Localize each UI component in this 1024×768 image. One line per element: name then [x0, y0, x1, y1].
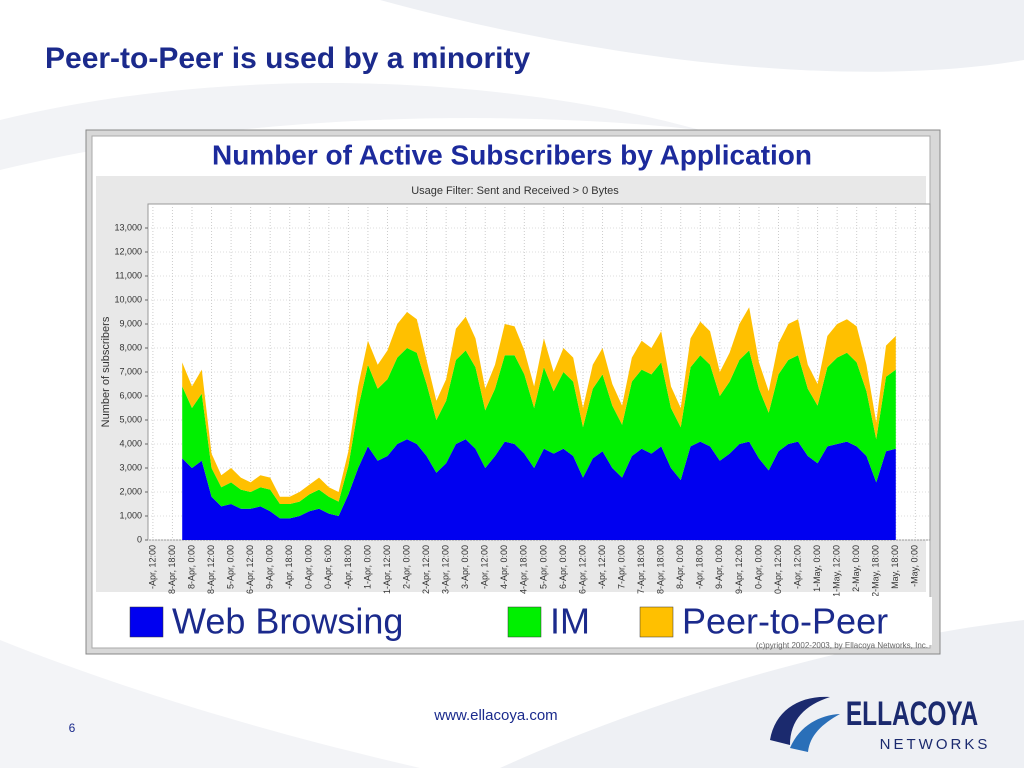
- logo-subtext: NETWORKS: [880, 736, 991, 753]
- x-tick-label: 3-Apr, 0:00: [460, 545, 470, 589]
- y-tick-label: 3,000: [119, 462, 142, 472]
- x-tick-label: 8-Apr, 0:00: [186, 545, 196, 589]
- y-tick-label: 11,000: [115, 270, 142, 280]
- x-tick-label: 7-Apr, 18:00: [636, 545, 646, 594]
- x-tick-label: 9-Apr, 0:00: [265, 545, 275, 589]
- legend-label: Peer-to-Peer: [682, 601, 888, 642]
- legend-label: IM: [550, 601, 590, 642]
- x-tick-label: 9-Apr, 0:00: [714, 545, 724, 589]
- x-tick-label: 3-Apr, 12:00: [441, 545, 451, 594]
- x-tick-label: -Apr, 12:00: [147, 545, 157, 589]
- y-tick-label: 2,000: [119, 486, 142, 496]
- x-tick-label: 0-Apr, 12:00: [773, 545, 783, 594]
- y-axis-label: Number of subscribers: [100, 316, 112, 427]
- legend: Web Browsing IM Peer-to-Peer: [129, 601, 888, 642]
- slide-title: Peer-to-Peer is used by a minority: [45, 42, 530, 75]
- x-tick-label: 8-Apr, 18:00: [656, 545, 666, 594]
- x-tick-label: -Apr, 12:00: [480, 545, 490, 589]
- y-tick-label: 6,000: [119, 390, 142, 400]
- x-tick-label: 4-Apr, 0:00: [499, 545, 509, 589]
- x-tick-label: -May, 0:00: [910, 545, 920, 587]
- plot: [145, 204, 930, 541]
- footer-url: www.ellacoya.com: [433, 707, 557, 724]
- legend-swatch: [639, 606, 674, 638]
- x-tick-label: 4-Apr, 18:00: [519, 545, 529, 594]
- x-tick-label: -Apr, 18:00: [284, 545, 294, 589]
- x-tick-label: 1-Apr, 12:00: [382, 545, 392, 594]
- x-tick-label: 7-Apr, 0:00: [616, 545, 626, 589]
- legend-swatch: [507, 606, 542, 638]
- x-tick-label: May, 18:00: [890, 545, 900, 589]
- chart-subtitle: Usage Filter: Sent and Received > 0 Byte…: [411, 185, 619, 197]
- area: [182, 439, 896, 540]
- x-tick-label: 1-Apr, 0:00: [362, 545, 372, 589]
- legend-swatch: [129, 606, 164, 638]
- legend-label: Web Browsing: [172, 601, 403, 642]
- x-tick-label: 1-May, 12:00: [832, 545, 842, 597]
- x-tick-label: 2-Apr, 12:00: [421, 545, 431, 594]
- y-tick-label: 4,000: [119, 438, 142, 448]
- y-tick-label: 0: [137, 534, 142, 544]
- x-tick-label: 2-May, 18:00: [871, 545, 881, 597]
- logo-swoosh: [770, 696, 830, 745]
- logo-swoosh: [790, 714, 840, 752]
- y-tick-label: 8,000: [119, 342, 142, 352]
- x-tick-label: 6-Apr, 12:00: [577, 545, 587, 594]
- y-tick-label: 12,000: [114, 246, 142, 256]
- chart-title: Number of Active Subscribers by Applicat…: [212, 139, 812, 170]
- x-tick-label: 2-Apr, 0:00: [401, 545, 411, 589]
- page-number: 6: [69, 721, 76, 735]
- area: [182, 348, 896, 519]
- x-tick-label: -Apr, 18:00: [695, 545, 705, 589]
- area: [182, 307, 896, 504]
- x-tick-label: 8-Apr, 12:00: [206, 545, 216, 594]
- x-tick-label: 5-Apr, 0:00: [538, 545, 548, 589]
- x-tick-label: 1-May, 0:00: [812, 545, 822, 592]
- y-tick-label: 1,000: [119, 510, 142, 520]
- x-tick-label: -Apr, 18:00: [343, 545, 353, 589]
- y-tick-label: 10,000: [114, 294, 142, 304]
- x-tick-label: 0-Apr, 0:00: [753, 545, 763, 589]
- x-tick-label: -Apr, 12:00: [597, 545, 607, 589]
- x-tick-label: 5-Apr, 0:00: [225, 545, 235, 589]
- x-tick-labels: -Apr, 12:00 8-Apr, 18:00 8-Apr, 0:00 8-Apr,…: [147, 545, 920, 597]
- logo: ELLACOYA NETWORKS: [770, 695, 991, 753]
- x-tick-label: 8-Apr, 18:00: [167, 545, 177, 594]
- y-tick-label: 9,000: [119, 318, 142, 328]
- y-tick-label: 5,000: [119, 414, 142, 424]
- x-tick-label: 0-Apr, 0:00: [304, 545, 314, 589]
- y-tick-label: 13,000: [114, 222, 142, 232]
- logo-text: ELLACOYA: [846, 695, 978, 733]
- x-tick-label: 6-Apr, 0:00: [558, 545, 568, 589]
- x-tick-label: -Apr, 12:00: [792, 545, 802, 589]
- x-tick-label: 2-May, 0:00: [851, 545, 861, 592]
- copyright: (c)pyright 2002-2003, by Ellacoya Networ…: [756, 641, 928, 650]
- y-tick-label: 7,000: [119, 366, 142, 376]
- x-tick-label: 0-Apr, 6:00: [323, 545, 333, 589]
- x-tick-label: 9-Apr, 12:00: [734, 545, 744, 594]
- x-tick-label: 6-Apr, 12:00: [245, 545, 255, 594]
- x-tick-label: 8-Apr, 0:00: [675, 545, 685, 589]
